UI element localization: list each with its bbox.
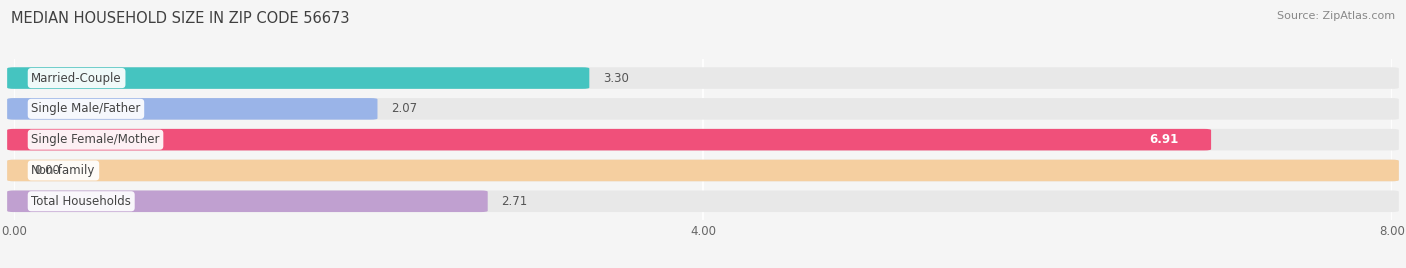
Text: Total Households: Total Households (31, 195, 131, 208)
Text: Non-family: Non-family (31, 164, 96, 177)
FancyBboxPatch shape (7, 160, 1399, 181)
Text: 0.00: 0.00 (35, 164, 60, 177)
Text: 6.91: 6.91 (1149, 133, 1178, 146)
FancyBboxPatch shape (7, 129, 1399, 150)
Text: Single Female/Mother: Single Female/Mother (31, 133, 160, 146)
Text: Source: ZipAtlas.com: Source: ZipAtlas.com (1277, 11, 1395, 21)
Text: Married-Couple: Married-Couple (31, 72, 122, 85)
Text: 3.30: 3.30 (603, 72, 628, 85)
FancyBboxPatch shape (7, 67, 1399, 89)
Text: 2.71: 2.71 (502, 195, 527, 208)
FancyBboxPatch shape (7, 160, 1399, 181)
FancyBboxPatch shape (7, 191, 488, 212)
FancyBboxPatch shape (7, 191, 1399, 212)
FancyBboxPatch shape (7, 67, 589, 89)
FancyBboxPatch shape (7, 98, 1399, 120)
Text: Single Male/Father: Single Male/Father (31, 102, 141, 115)
FancyBboxPatch shape (7, 129, 1211, 150)
Text: MEDIAN HOUSEHOLD SIZE IN ZIP CODE 56673: MEDIAN HOUSEHOLD SIZE IN ZIP CODE 56673 (11, 11, 350, 26)
FancyBboxPatch shape (7, 98, 377, 120)
Text: 2.07: 2.07 (391, 102, 418, 115)
